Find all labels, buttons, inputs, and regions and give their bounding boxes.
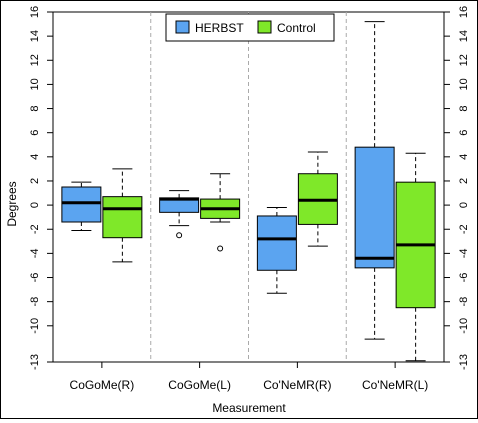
box-herbst-1 bbox=[61, 181, 102, 231]
outlier-point bbox=[176, 232, 183, 239]
iqr-box bbox=[256, 215, 297, 271]
iqr-box bbox=[102, 196, 143, 239]
right-tick-label: 2 bbox=[458, 178, 470, 184]
x-tick-label: Co'NeMR(R) bbox=[263, 378, 331, 392]
left-tick-label: 12 bbox=[29, 54, 41, 66]
box-control-1 bbox=[102, 168, 143, 263]
right-tick-label: 6 bbox=[458, 130, 470, 136]
left-tick-label: 14 bbox=[29, 30, 41, 42]
legend: HERBST Control bbox=[165, 13, 335, 42]
right-tick-label: 8 bbox=[458, 105, 470, 111]
left-tick-label: -8 bbox=[29, 297, 41, 307]
right-tick-label: -13 bbox=[458, 354, 470, 370]
x-tick-label: CoGoMe(R) bbox=[70, 378, 135, 392]
box-control-2 bbox=[200, 173, 241, 252]
left-y-axis: 16 14 12 10 8 6 4 2 0 -2 -4 -6 -8 -10 -13 bbox=[29, 6, 53, 370]
right-tick-label: 10 bbox=[458, 78, 470, 90]
x-axis-label: Measurement bbox=[212, 401, 286, 415]
y-axis-label: Degrees bbox=[5, 181, 19, 226]
right-tick-label: -4 bbox=[458, 248, 470, 258]
left-tick-label: 6 bbox=[29, 130, 41, 136]
legend-swatch bbox=[257, 20, 272, 34]
x-tick-label: CoGoMe(L) bbox=[168, 378, 231, 392]
right-tick-label: 4 bbox=[458, 154, 470, 160]
box-herbst-3 bbox=[256, 207, 297, 294]
left-tick-label: 2 bbox=[29, 178, 41, 184]
right-tick-label: -10 bbox=[458, 318, 470, 334]
right-tick-label: 12 bbox=[458, 54, 470, 66]
right-tick-label: -2 bbox=[458, 224, 470, 234]
right-tick-label: 16 bbox=[458, 6, 470, 18]
box-control-3 bbox=[297, 151, 338, 247]
right-tick-label: 14 bbox=[458, 30, 470, 42]
legend-box bbox=[165, 13, 335, 42]
right-tick-label: -6 bbox=[458, 273, 470, 283]
legend-label: HERBST bbox=[195, 21, 244, 35]
left-tick-label: 4 bbox=[29, 154, 41, 160]
left-tick-label: -13 bbox=[29, 354, 41, 370]
right-y-axis: 16 14 12 10 8 6 4 2 0 -2 -4 -6 -8 -10 -13 bbox=[444, 6, 470, 370]
outlier-point bbox=[217, 245, 224, 252]
left-tick-label: -6 bbox=[29, 273, 41, 283]
legend-label: Control bbox=[277, 21, 316, 35]
box-herbst-2 bbox=[159, 190, 200, 239]
x-axis: CoGoMe(R) CoGoMe(L) Co'NeMR(R) Co'NeMR(L) bbox=[70, 362, 428, 392]
left-tick-label: 8 bbox=[29, 105, 41, 111]
legend-swatch bbox=[175, 20, 190, 34]
iqr-box bbox=[354, 146, 395, 269]
left-tick-label: 16 bbox=[29, 6, 41, 18]
iqr-box bbox=[61, 186, 102, 223]
x-tick-label: Co'NeMR(L) bbox=[362, 378, 428, 392]
left-tick-label: -10 bbox=[29, 318, 41, 334]
plot-area bbox=[52, 11, 445, 363]
right-tick-label: 0 bbox=[458, 202, 470, 208]
left-tick-label: -2 bbox=[29, 224, 41, 234]
left-tick-label: 0 bbox=[29, 202, 41, 208]
box-control-4 bbox=[395, 152, 436, 362]
right-tick-label: -8 bbox=[458, 297, 470, 307]
box-herbst-4 bbox=[354, 21, 395, 340]
left-tick-label: 10 bbox=[29, 78, 41, 90]
left-tick-label: -4 bbox=[29, 248, 41, 258]
